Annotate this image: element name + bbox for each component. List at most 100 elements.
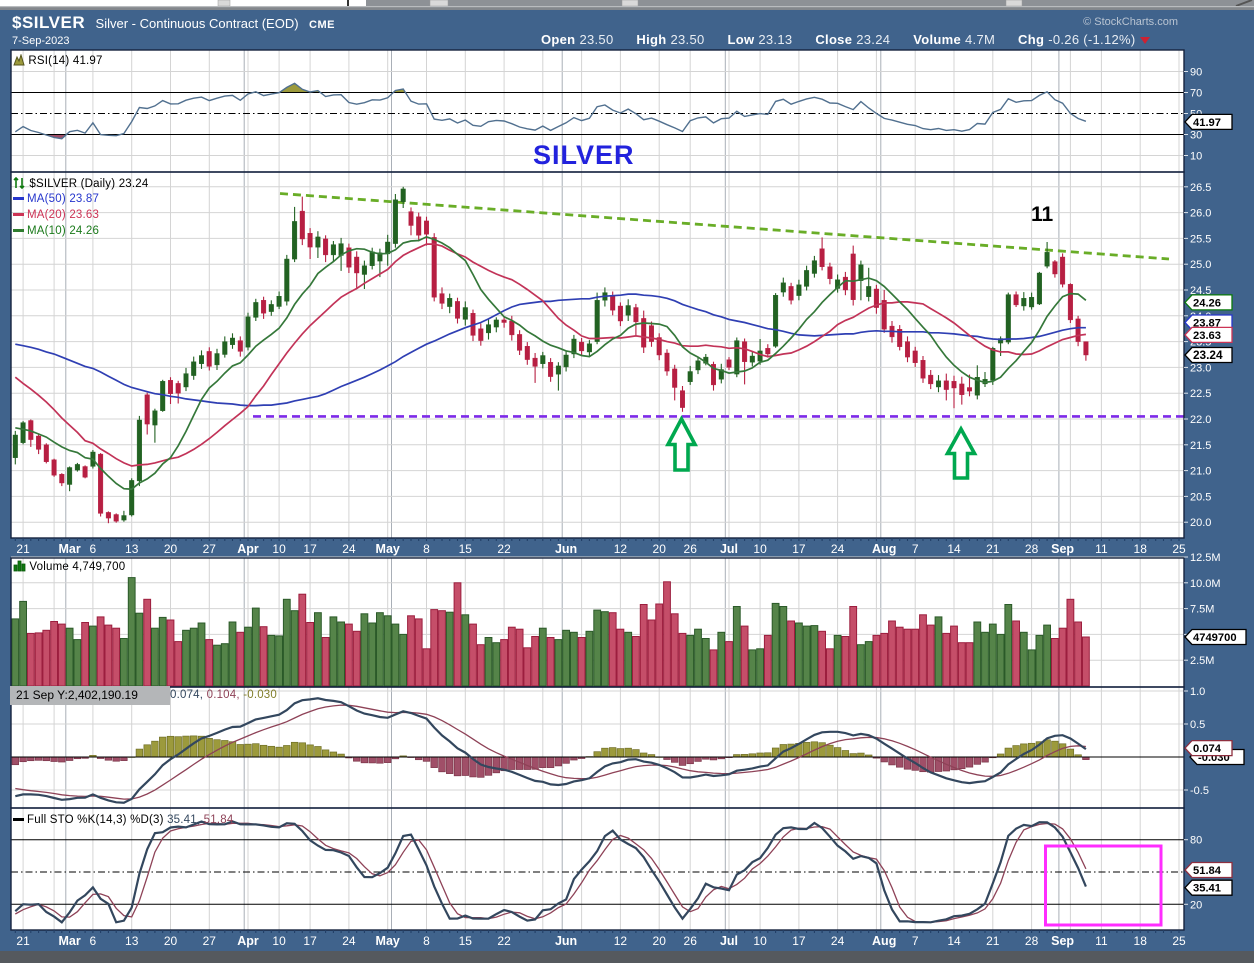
price-legend-close: 23.24	[118, 178, 149, 190]
close-label: Close	[815, 32, 853, 47]
svg-text:20: 20	[164, 542, 178, 556]
svg-text:6: 6	[90, 542, 97, 556]
svg-text:7: 7	[912, 934, 919, 948]
volume-legend-value: 4,749,700	[72, 561, 126, 573]
svg-text:24: 24	[342, 542, 356, 556]
candlesticks	[12, 186, 1089, 524]
svg-text:20.0: 20.0	[1190, 517, 1211, 529]
svg-text:22.5: 22.5	[1190, 388, 1211, 400]
svg-text:22: 22	[497, 542, 511, 556]
trendline	[279, 192, 1170, 261]
svg-text:51.84: 51.84	[1193, 865, 1222, 877]
svg-text:Sep: Sep	[1051, 542, 1074, 556]
svg-text:21.5: 21.5	[1190, 440, 1211, 452]
svg-text:24.26: 24.26	[1193, 297, 1221, 309]
chg-value: -0.26 (-1.12%)	[1048, 32, 1136, 47]
peak-annotation: 11	[1031, 203, 1054, 226]
svg-text:1.0: 1.0	[1190, 686, 1205, 698]
svg-text:Aug: Aug	[872, 934, 896, 948]
x-axis-band-2: 21 Mar 6 13 20 27 Apr 10 17 24 May 8 15 22 Jun 12 20 26 Ju…	[14, 930, 1186, 948]
svg-text:23.0: 23.0	[1190, 362, 1211, 374]
svg-text:24: 24	[831, 934, 845, 948]
svg-text:14: 14	[947, 542, 961, 556]
svg-text:11: 11	[1095, 542, 1108, 556]
rsi-indicator-icon	[13, 53, 25, 66]
low-label: Low	[727, 32, 755, 47]
svg-text:15: 15	[459, 542, 473, 556]
svg-text:27: 27	[203, 542, 217, 556]
browser-chrome-artifacts	[0, 0, 1254, 10]
svg-text:7: 7	[912, 542, 919, 556]
copyright: © StockCharts.com	[1083, 16, 1178, 28]
svg-text:18: 18	[1134, 542, 1148, 556]
rsi-legend-label: RSI(14)	[28, 55, 70, 67]
bottom-strip	[0, 951, 1254, 963]
svg-text:Sep: Sep	[1051, 934, 1074, 948]
ma20-legend: MA(20) 23.63	[13, 209, 99, 221]
svg-text:24.5: 24.5	[1190, 285, 1211, 297]
svg-text:21: 21	[986, 542, 1000, 556]
rsi-reference-lines	[11, 92, 1184, 135]
svg-text:0.074: 0.074	[1193, 743, 1222, 755]
ma10-value: 24.26	[69, 225, 100, 237]
quote-row: Open 23.50 High 23.50 Low 23.13 Close 23.24 …	[522, 32, 1150, 47]
instrument-name: Silver - Continuous Contract (EOD)	[95, 16, 299, 31]
svg-text:22: 22	[497, 934, 511, 948]
svg-text:90: 90	[1190, 67, 1202, 79]
svg-text:26: 26	[684, 542, 698, 556]
svg-text:May: May	[376, 542, 400, 556]
macd-signal-value: 0.104,	[206, 689, 240, 701]
svg-text:10: 10	[753, 542, 767, 556]
high-label: High	[636, 32, 667, 47]
macd-signal-line	[15, 704, 1086, 800]
svg-text:28: 28	[1025, 542, 1039, 556]
svg-text:May: May	[376, 934, 400, 948]
ma10-line-icon	[13, 229, 24, 233]
svg-text:11: 11	[1095, 934, 1108, 948]
svg-text:26.0: 26.0	[1190, 208, 1211, 220]
header-title-row: $SILVER Silver - Continuous Contract (EO…	[12, 13, 335, 33]
svg-text:24: 24	[342, 934, 356, 948]
rsi-panel-background	[11, 50, 1184, 172]
sto-k-value: 35.41,	[167, 814, 201, 826]
x-axis-band-1: 21 Mar 6 13 20 27 Apr 10 17 24 May 8 15 22 Jun 12 20 26 Ju…	[14, 538, 1186, 556]
ma50-line-icon	[13, 197, 24, 201]
sto-panel-background	[11, 808, 1184, 930]
sto-d-line	[14, 822, 1087, 923]
chart-date: 7-Sep-2023	[12, 35, 70, 47]
volume-label: Volume	[913, 32, 962, 47]
svg-text:25: 25	[1172, 934, 1186, 948]
svg-text:Apr: Apr	[237, 542, 259, 556]
chart-title: SILVER	[533, 140, 635, 170]
ma10-line	[15, 235, 1087, 491]
svg-text:0.5: 0.5	[1190, 719, 1205, 731]
svg-text:Jul: Jul	[720, 542, 738, 556]
macd-value: 0.074,	[170, 689, 204, 701]
low-value: 23.13	[758, 32, 793, 47]
svg-text:12: 12	[614, 934, 628, 948]
svg-text:26: 26	[684, 934, 698, 948]
svg-text:Jun: Jun	[555, 542, 577, 556]
svg-text:13: 13	[125, 934, 139, 948]
ma50-value: 23.87	[69, 193, 100, 205]
macd-y-axis: 1.0 0.5 -0.5	[1184, 686, 1209, 797]
svg-text:8: 8	[423, 934, 430, 948]
up-arrow-annotation-1	[665, 415, 698, 472]
exchange-label: CME	[309, 19, 335, 31]
sto-y-axis: 80 20	[1184, 835, 1202, 911]
price-chart-icon	[13, 176, 25, 190]
hover-tooltip: 21 Sep Y:2,402,190.19	[10, 686, 170, 705]
sto-value-tags: 51.84 35.41	[1184, 861, 1233, 896]
svg-text:35.41: 35.41	[1193, 883, 1221, 895]
ma10-legend: MA(10) 24.26	[13, 225, 99, 237]
macd-legend: 0.074, 0.104, -0.030	[170, 689, 277, 701]
svg-text:Aug: Aug	[872, 542, 896, 556]
rsi-legend-value: 41.97	[72, 55, 103, 67]
volume-bars-icon	[13, 560, 26, 572]
rsi-panel-grid	[11, 50, 1184, 172]
svg-text:20: 20	[653, 934, 667, 948]
svg-text:Mar: Mar	[58, 542, 80, 556]
sto-line-icon	[13, 818, 24, 822]
